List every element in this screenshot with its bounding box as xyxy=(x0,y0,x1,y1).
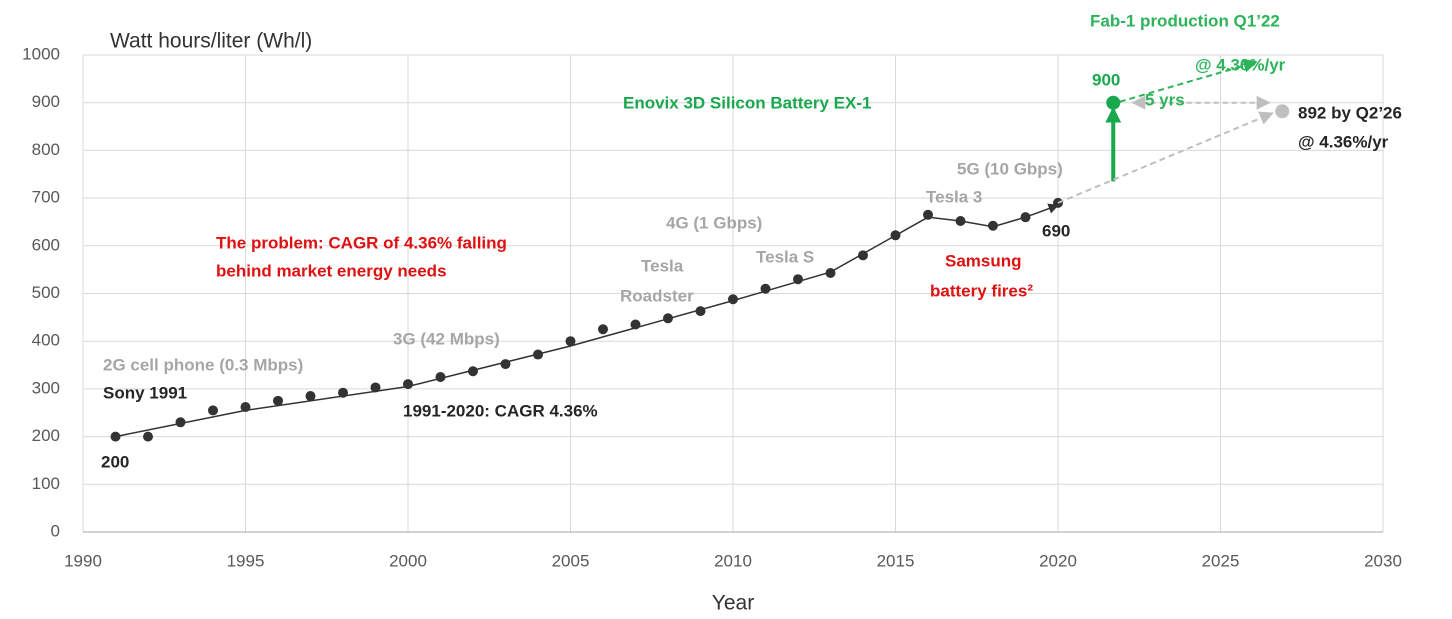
x-tick-label: 2010 xyxy=(714,551,752,570)
annotation: @ 4.36%/yr xyxy=(1298,132,1389,151)
data-point xyxy=(305,391,316,402)
data-point xyxy=(988,220,998,231)
y-tick-label: 800 xyxy=(32,140,60,159)
y-tick-label: 500 xyxy=(32,283,60,302)
data-point xyxy=(1275,104,1290,119)
annotation: Samsung xyxy=(945,251,1022,270)
data-point xyxy=(208,405,218,416)
x-axis-label: Year xyxy=(712,592,754,615)
y-tick-label: 1000 xyxy=(22,44,60,63)
y-tick-label: 0 xyxy=(51,521,60,540)
data-point xyxy=(175,417,186,428)
annotation: 5G (10 Gbps) xyxy=(957,159,1063,178)
projection-line xyxy=(1119,58,1258,103)
projection-line xyxy=(1057,111,1274,204)
data-point xyxy=(1106,95,1121,110)
annotation: 892 by Q2’26 xyxy=(1298,103,1402,122)
annotation: 4G (1 Gbps) xyxy=(666,213,762,232)
annotation: @ 4.36%/yr xyxy=(1195,55,1286,74)
x-tick-label: 2005 xyxy=(552,551,590,570)
x-tick-label: 2000 xyxy=(389,551,427,570)
annotation: Roadster xyxy=(620,286,694,305)
data-point xyxy=(565,336,576,347)
y-tick-label: 400 xyxy=(32,331,60,350)
annotation: Enovix 3D Silicon Battery EX-1 xyxy=(623,93,871,112)
annotation: Sony 1991 xyxy=(103,383,187,402)
data-point xyxy=(370,382,381,393)
y-tick-label: 200 xyxy=(32,426,60,445)
y-tick-label: 600 xyxy=(32,235,60,254)
annotation: Tesla S xyxy=(756,247,814,266)
annotation: 1991-2020: CAGR 4.36% xyxy=(403,401,598,420)
x-tick-label: 2025 xyxy=(1202,551,1240,570)
annotation: 5 yrs xyxy=(1145,90,1185,109)
y-tick-label: 100 xyxy=(32,474,60,493)
data-point xyxy=(143,431,153,442)
annotation: Tesla 3 xyxy=(926,187,982,206)
x-tick-label: 1990 xyxy=(64,551,102,570)
data-label: 900 xyxy=(1092,70,1120,89)
annotation: 3G (42 Mbps) xyxy=(393,329,500,348)
x-tick-label: 2020 xyxy=(1039,551,1077,570)
annotation: The problem: CAGR of 4.36% falling xyxy=(216,233,507,252)
annotation: battery fires² xyxy=(930,281,1033,300)
x-tick-label: 1995 xyxy=(227,551,265,570)
x-tick-label: 2030 xyxy=(1364,551,1402,570)
annotation: Tesla xyxy=(641,256,684,275)
data-point xyxy=(468,366,478,377)
trend-line xyxy=(115,203,1059,438)
data-point xyxy=(273,395,283,406)
y-tick-label: 300 xyxy=(32,378,60,397)
annotation: Fab-1 production Q1’22 xyxy=(1090,11,1280,30)
data-label: 690 xyxy=(1042,221,1070,240)
annotation: behind market energy needs xyxy=(216,261,447,280)
data-label: 200 xyxy=(101,452,129,471)
y-axis-label: Watt hours/liter (Wh/l) xyxy=(110,30,312,53)
x-tick-label: 2015 xyxy=(877,551,915,570)
data-point xyxy=(598,324,608,335)
y-tick-label: 700 xyxy=(32,188,60,207)
annotation: 2G cell phone (0.3 Mbps) xyxy=(103,355,303,374)
y-tick-label: 900 xyxy=(32,92,60,111)
